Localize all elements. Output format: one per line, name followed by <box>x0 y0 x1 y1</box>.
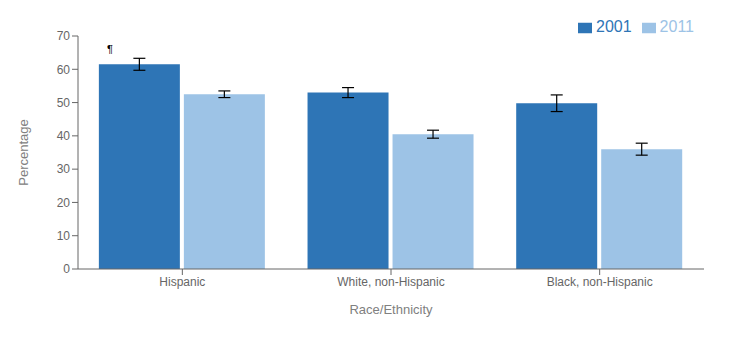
html-text:2011: 2011 <box>659 18 694 35</box>
svg-text:50: 50 <box>57 96 71 110</box>
svg-text:White, non-Hispanic: White, non-Hispanic <box>337 275 444 289</box>
svg-text:30: 30 <box>57 162 71 176</box>
svg-text:¶: ¶ <box>107 43 113 55</box>
svg-text:0: 0 <box>63 262 70 276</box>
svg-text:20: 20 <box>57 196 71 210</box>
svg-text:Black, non-Hispanic: Black, non-Hispanic <box>547 275 653 289</box>
svg-text:40: 40 <box>57 129 71 143</box>
svg-text:Percentage: Percentage <box>16 119 31 186</box>
svg-text:10: 10 <box>57 229 71 243</box>
svg-text:60: 60 <box>57 63 71 77</box>
svg-text:70: 70 <box>57 29 71 43</box>
svg-text:Hispanic: Hispanic <box>159 275 205 289</box>
svg-text:Race/Ethnicity: Race/Ethnicity <box>349 302 433 317</box>
html-text:2001: 2001 <box>596 18 632 35</box>
